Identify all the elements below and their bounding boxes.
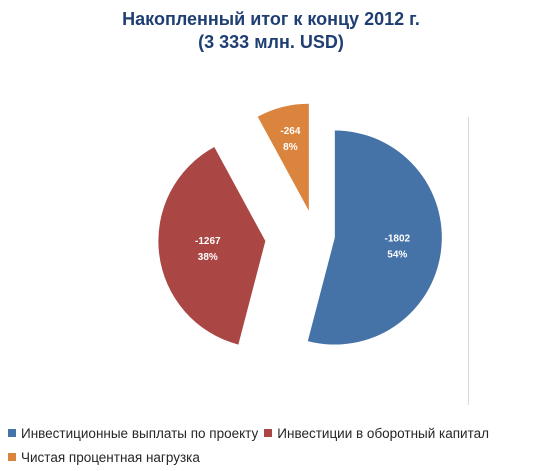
- pie-percent-label-working-capital: 38%: [198, 252, 218, 263]
- legend: Инвестиционные выплаты по проекту Инвест…: [8, 421, 538, 469]
- pie-slice-interest: [257, 103, 309, 211]
- chart-divider: [468, 117, 469, 405]
- chart-title-line2: (3 333 млн. USD): [198, 32, 344, 52]
- legend-swatch-working-capital: [264, 429, 273, 437]
- pie-slices: [158, 103, 442, 345]
- pie-value-label-investment: -1802: [385, 234, 411, 245]
- pie-value-label-interest: -264: [280, 126, 300, 137]
- legend-item-interest: Чистая процентная нагрузка: [8, 450, 200, 465]
- pie-slice-working-capital: [158, 147, 266, 345]
- legend-label-working-capital: Инвестиции в оборотный капитал: [277, 425, 490, 441]
- legend-row-2: Чистая процентная нагрузка: [8, 445, 538, 469]
- legend-swatch-investment: [8, 429, 16, 437]
- legend-row-1: Инвестиционные выплаты по проекту Инвест…: [8, 421, 538, 445]
- legend-swatch-interest: [8, 453, 16, 461]
- pie-labels: -1802 54% -1267 38% -264 8%: [195, 126, 411, 263]
- pie-value-label-working-capital: -1267: [195, 236, 221, 247]
- legend-item-working-capital: Инвестиции в оборотный капитал: [264, 426, 489, 441]
- pie-slice-investment: [307, 130, 442, 345]
- legend-label-investment: Инвестиционные выплаты по проекту: [21, 425, 259, 441]
- legend-label-interest: Чистая процентная нагрузка: [21, 449, 200, 465]
- pie-percent-label-interest: 8%: [283, 142, 298, 153]
- chart-title-line1: Накопленный итог к концу 2012 г.: [122, 9, 420, 29]
- chart-title: Накопленный итог к концу 2012 г. (3 333 …: [0, 8, 542, 54]
- pie-percent-label-investment: 54%: [387, 250, 407, 261]
- legend-item-investment: Инвестиционные выплаты по проекту: [8, 426, 258, 441]
